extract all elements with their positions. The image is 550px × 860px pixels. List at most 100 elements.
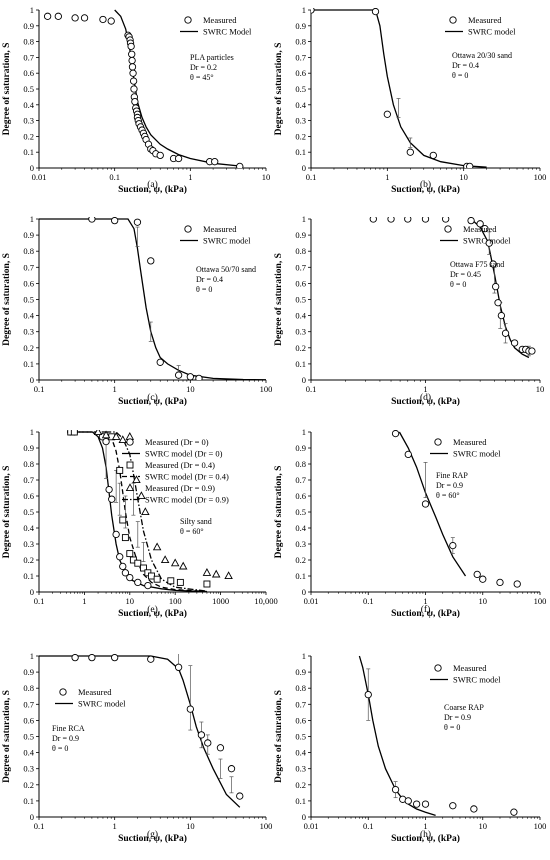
plot-area — [39, 217, 266, 380]
y-tick-label: 0.6 — [295, 68, 306, 78]
data-point — [369, 217, 377, 223]
y-tick-label: 0.3 — [295, 116, 306, 126]
data-point — [174, 371, 183, 379]
y-tick-label: 1 — [302, 214, 306, 224]
y-axis-label: Degree of saturation, S — [2, 253, 12, 346]
y-tick-label: 0.6 — [23, 68, 34, 78]
y-tick-label: 0.9 — [295, 230, 306, 240]
data-point — [387, 217, 395, 223]
y-tick-label: 0.6 — [295, 278, 306, 288]
y-tick-label: 0.8 — [23, 37, 34, 47]
y-tick-label: 1 — [302, 427, 306, 437]
data-point — [93, 430, 103, 436]
x-tick-label: 10 — [459, 172, 468, 182]
legend: Measured SWRC Model — [180, 15, 252, 37]
legend: Measured SWRC model — [180, 224, 251, 246]
panel-tag: (b) — [420, 179, 431, 190]
y-tick-label: 0 — [302, 163, 306, 173]
x-tick-label: 100 — [534, 596, 547, 606]
y-tick-label: 0.5 — [23, 507, 34, 517]
data-point — [105, 485, 113, 494]
y-tick-label: 0.7 — [23, 52, 34, 62]
y-tick-label: 0.9 — [23, 21, 34, 31]
annotation-line: θ = 0 — [196, 285, 212, 294]
y-tick-label: 0.1 — [23, 571, 34, 581]
legend-marker — [125, 483, 135, 492]
x-axis-label: Suction, ψ, (kPa) — [391, 184, 460, 195]
x-tick-label: 10 — [126, 596, 135, 606]
x-tick-label: 0.1 — [109, 172, 120, 182]
y-tick-label: 0.4 — [295, 100, 306, 110]
x-axis-label: Suction, ψ, (kPa) — [391, 608, 460, 619]
y-tick-label: 1 — [30, 5, 34, 15]
data-point — [429, 151, 437, 160]
y-tick-label: 0.3 — [23, 116, 34, 126]
data-point — [479, 575, 487, 583]
legend-marker — [184, 16, 192, 24]
data-point — [224, 571, 233, 580]
annotation-line: Dr = 0.4 — [452, 61, 479, 70]
data-point — [156, 358, 164, 366]
legend-marker — [449, 16, 457, 24]
data-point — [119, 562, 127, 571]
plot-area — [311, 8, 487, 168]
data-point — [421, 217, 430, 223]
x-axis-label: Suction, ψ, (kPa) — [118, 184, 187, 195]
y-tick-label: 0.5 — [23, 84, 34, 94]
data-point — [513, 580, 521, 588]
y-tick-label: 0.8 — [295, 459, 306, 469]
y-tick-label: 0.2 — [23, 555, 34, 565]
x-tick-label: 10 — [536, 384, 545, 394]
x-tick-label: 100 — [260, 384, 273, 394]
y-tick-label: 0.4 — [23, 100, 34, 110]
legend-marker — [434, 438, 442, 446]
legend-label: SWRC model — [468, 27, 516, 37]
data-point — [174, 663, 183, 671]
data-point — [148, 572, 155, 580]
y-tick-label: 0.9 — [23, 667, 34, 677]
data-point — [178, 561, 188, 570]
annotation-line: Dr = 0.4 — [196, 275, 223, 284]
y-tick-label: 0.4 — [295, 748, 306, 758]
annotation-line: θ = 45° — [190, 73, 214, 82]
y-tick-label: 1 — [302, 651, 306, 661]
data-point — [174, 154, 183, 163]
data-point — [211, 569, 221, 578]
model-curve — [70, 431, 207, 592]
y-tick-label: 0.8 — [23, 459, 34, 469]
y-tick-label: 0.2 — [295, 131, 306, 141]
y-tick-label: 0.5 — [295, 295, 306, 305]
data-point — [485, 239, 493, 247]
y-axis-label: Degree of saturation, S — [274, 690, 284, 783]
data-point — [466, 162, 474, 168]
legend-label: SWRC model — [453, 449, 501, 459]
panel-tag: (f) — [421, 604, 431, 615]
legend-marker — [434, 664, 442, 672]
data-point — [528, 347, 536, 355]
chart-panel-a: 0 0.1 0.2 0.3 0.4 0.5 0.6 0.7 0.8 0.9 1 0.01 0.1 1 10 D… — [2, 5, 270, 195]
y-tick-label: 0 — [30, 812, 34, 822]
data-point — [140, 564, 147, 572]
legend-label: Measured — [203, 15, 237, 25]
data-point — [71, 14, 79, 22]
data-point — [131, 97, 139, 106]
data-point — [404, 217, 412, 223]
y-tick-label: 0.1 — [23, 796, 34, 806]
legend: Measured (Dr = 0)SWRC model (Dr = 0)Meas… — [122, 437, 229, 505]
y-tick-label: 0.7 — [295, 475, 306, 485]
y-tick-label: 0.2 — [23, 343, 34, 353]
y-tick-label: 0.4 — [23, 523, 34, 533]
data-point — [108, 495, 116, 503]
data-point — [186, 705, 194, 713]
y-tick-label: 0 — [30, 163, 34, 173]
data-point — [121, 534, 129, 542]
data-point — [404, 450, 412, 459]
data-point — [489, 260, 497, 268]
annotation-line: PLA particles — [190, 53, 234, 62]
y-tick-label: 0.5 — [23, 295, 34, 305]
data-point — [195, 374, 203, 380]
annotation-line: Dr = 0.2 — [190, 63, 217, 72]
data-point — [311, 8, 315, 14]
x-tick-label: 1 — [385, 172, 389, 182]
